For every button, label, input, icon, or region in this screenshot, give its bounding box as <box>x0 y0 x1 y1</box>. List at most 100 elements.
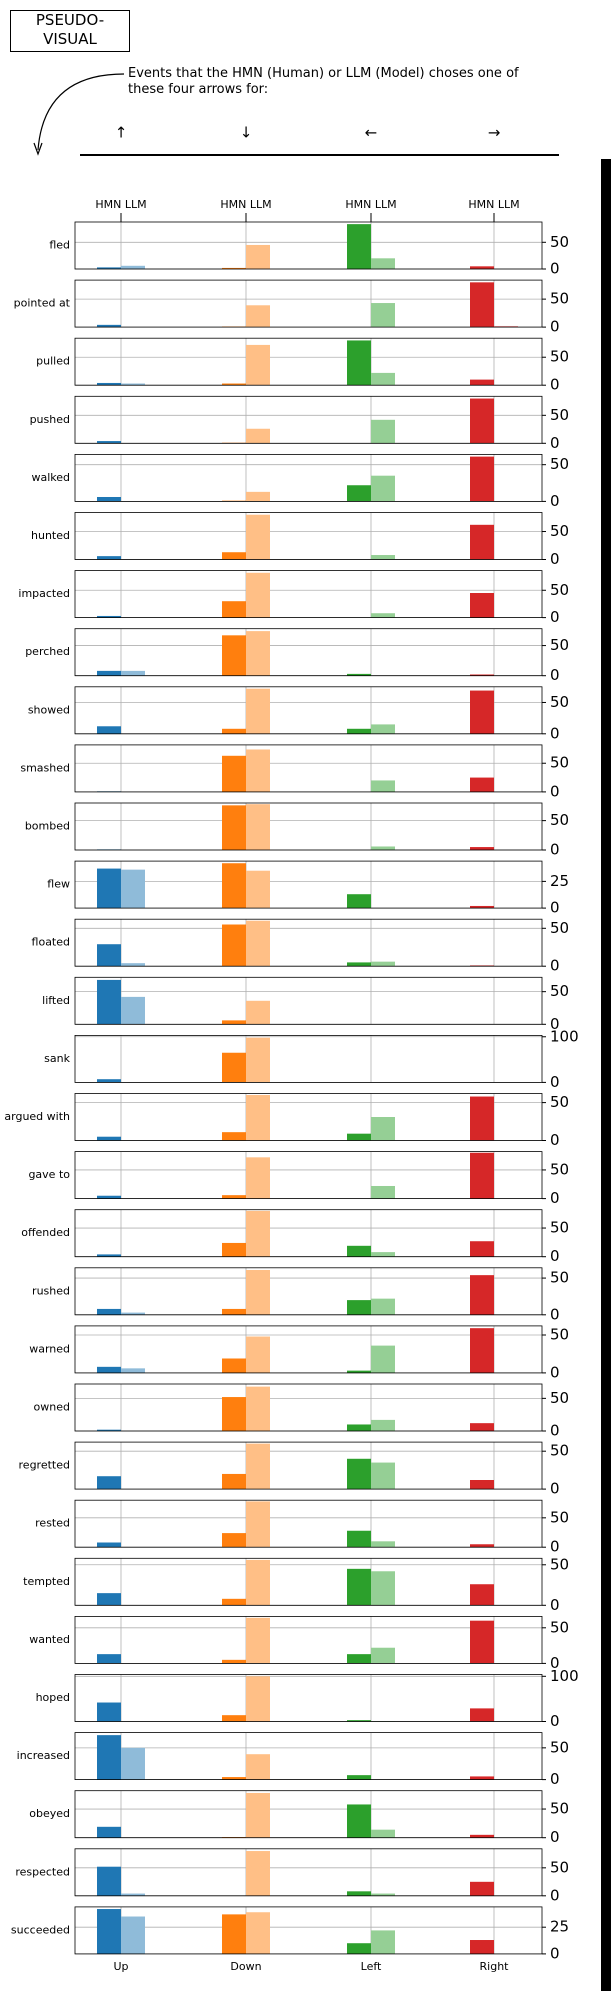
bar <box>121 670 145 676</box>
bar <box>246 1912 270 1954</box>
bar <box>347 340 371 386</box>
title-line: PSEUDO- <box>35 11 105 29</box>
bar <box>121 1312 145 1315</box>
panel-frame <box>74 221 543 270</box>
bar <box>222 1397 246 1431</box>
bar <box>470 1940 494 1954</box>
bar <box>371 1462 395 1490</box>
y-tick-label: 50 <box>550 1800 569 1818</box>
bar <box>246 1851 270 1896</box>
bar <box>347 1530 371 1548</box>
bar <box>97 615 121 618</box>
y-tick-label: 0 <box>550 1422 560 1440</box>
panel-label: owned <box>34 1401 70 1414</box>
bar <box>222 1598 246 1606</box>
bar <box>371 1893 395 1896</box>
bar <box>246 1037 270 1083</box>
bar <box>246 920 270 967</box>
bar <box>246 1270 270 1315</box>
panel-frame <box>74 1209 543 1258</box>
panel-frame <box>74 395 543 444</box>
group-label: HMN LLM <box>468 198 519 211</box>
panel-label: warned <box>29 1342 70 1355</box>
group-label: HMN LLM <box>95 198 146 211</box>
bar <box>222 1659 246 1664</box>
bar <box>222 1195 246 1199</box>
bar <box>371 1298 395 1315</box>
bar <box>347 1943 371 1954</box>
panel-label: regretted <box>19 1459 70 1472</box>
bar <box>246 1386 270 1431</box>
bar <box>246 1754 270 1780</box>
bar <box>121 869 145 909</box>
y-tick-label: 50 <box>550 1738 569 1756</box>
bar <box>347 224 371 269</box>
panel-label: tempted <box>23 1575 70 1588</box>
bar <box>97 726 121 734</box>
bar <box>470 1834 494 1838</box>
panel-label: impacted <box>18 587 70 600</box>
y-tick-label: 0 <box>550 1363 560 1381</box>
bar <box>121 1747 145 1780</box>
bar <box>470 282 494 328</box>
bar <box>97 1308 121 1315</box>
bar <box>246 305 270 328</box>
panel-label: flew <box>47 878 70 891</box>
y-tick-label: 50 <box>550 1508 569 1526</box>
bar <box>371 1647 395 1664</box>
y-tick-label: 50 <box>550 1442 569 1460</box>
bar <box>121 265 145 269</box>
bar <box>246 514 270 560</box>
bar <box>97 1909 121 1954</box>
bar <box>222 1715 246 1722</box>
bar <box>371 1117 395 1141</box>
bar <box>470 1776 494 1780</box>
panel-frame <box>74 1732 543 1780</box>
panel-label: offended <box>21 1226 70 1239</box>
panel-frame <box>74 686 543 735</box>
bar <box>97 1702 121 1722</box>
column-label: Right <box>480 1960 510 1973</box>
y-tick-label: 0 <box>550 434 560 452</box>
panel-label: perched <box>25 645 70 658</box>
bar <box>371 724 395 734</box>
panel-frame <box>74 1325 543 1374</box>
bar <box>371 846 395 850</box>
bar <box>347 1654 371 1664</box>
bar <box>121 1893 145 1896</box>
panel-label: walked <box>31 471 70 484</box>
bar <box>222 924 246 967</box>
panel-frame <box>74 1035 543 1083</box>
bar <box>222 383 246 386</box>
panel-frame <box>74 744 543 793</box>
bar <box>222 552 246 560</box>
bar <box>97 1429 121 1431</box>
panel-frame <box>74 1499 543 1548</box>
bar <box>371 1345 395 1373</box>
y-tick-label: 100 <box>550 1667 579 1685</box>
bar <box>222 863 246 909</box>
panel-label: increased <box>17 1749 70 1762</box>
y-tick-label: 0 <box>550 666 560 684</box>
bar <box>97 324 121 328</box>
panel-label: obeyed <box>29 1807 70 1820</box>
arrow-label: ↓ <box>240 124 253 142</box>
bar <box>97 1366 121 1373</box>
y-tick-label: 50 <box>550 455 569 473</box>
y-tick-label: 0 <box>550 1886 560 1904</box>
bar <box>246 344 270 386</box>
column-label: Left <box>361 1960 382 1973</box>
bar <box>222 1777 246 1780</box>
bar <box>494 325 518 328</box>
y-tick-label: 50 <box>550 1219 569 1237</box>
panel-label: wanted <box>29 1633 70 1646</box>
bar <box>347 728 371 734</box>
bar <box>97 267 121 269</box>
bar <box>97 1826 121 1838</box>
y-tick-label: 50 <box>550 1858 569 1876</box>
panel-frame <box>74 1557 543 1606</box>
bar <box>371 372 395 386</box>
bar <box>222 1052 246 1083</box>
y-tick-label: 0 <box>550 1189 560 1207</box>
